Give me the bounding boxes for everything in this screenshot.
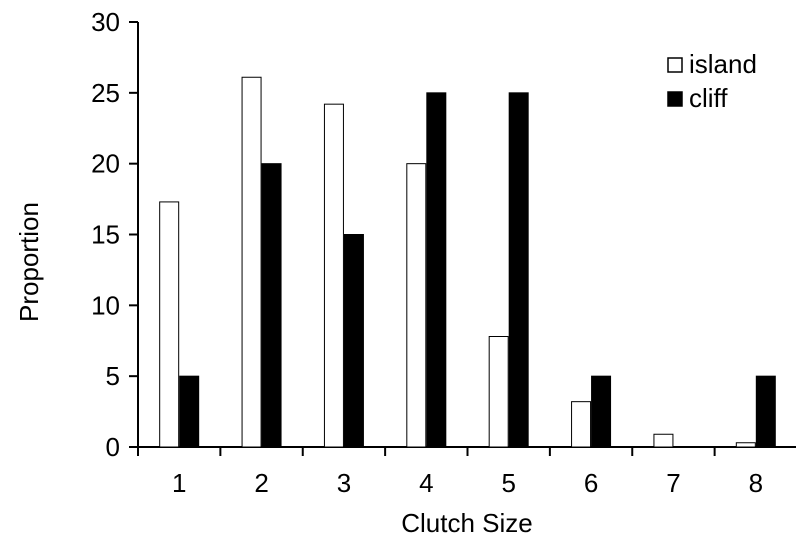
- bar-island-5: [488, 336, 509, 448]
- bar-island-4: [406, 163, 427, 448]
- bar-island-7: [653, 433, 674, 448]
- legend-swatch-cliff: [667, 91, 683, 107]
- bar-island-8: [735, 442, 756, 448]
- bar-cliff-5: [508, 92, 529, 448]
- y-tick-label: 0: [106, 432, 120, 462]
- bars: [159, 76, 776, 448]
- legend-swatch-island: [667, 57, 683, 73]
- bar-cliff-2: [261, 163, 282, 448]
- x-tick-label: 7: [666, 468, 680, 498]
- bar-cliff-4: [426, 92, 447, 448]
- legend-label-cliff: cliff: [689, 83, 728, 113]
- y-tick-label: 20: [91, 149, 120, 179]
- y-tick-label: 10: [91, 290, 120, 320]
- x-tick-label: 1: [172, 468, 186, 498]
- x-tick-label: 6: [584, 468, 598, 498]
- x-tick-label: 8: [749, 468, 763, 498]
- bar-island-6: [571, 401, 592, 448]
- y-tick-label: 25: [91, 78, 120, 108]
- bar-island-3: [323, 103, 344, 448]
- x-axis-title: Clutch Size: [401, 508, 533, 538]
- y-tick-label: 15: [91, 220, 120, 250]
- y-tick-label: 5: [106, 361, 120, 391]
- x-tick-label: 3: [337, 468, 351, 498]
- bar-island-2: [241, 76, 262, 448]
- x-tick-label: 4: [419, 468, 433, 498]
- bar-cliff-3: [343, 234, 364, 448]
- y-axis-title: Proportion: [14, 202, 44, 322]
- y-ticks: 0 5 10 15 20 25 30: [91, 7, 138, 462]
- bar-cliff-1: [179, 375, 200, 448]
- legend-label-island: island: [689, 49, 757, 79]
- y-tick-label: 30: [91, 7, 120, 37]
- x-tick-label: 5: [501, 468, 515, 498]
- bar-cliff-8: [755, 375, 776, 448]
- bar-cliff-6: [591, 375, 612, 448]
- x-tick-label: 2: [254, 468, 268, 498]
- x-ticks: 1 2 3 4 5 6 7 8: [137, 447, 763, 498]
- bar-island-1: [159, 201, 180, 448]
- legend: island cliff: [667, 49, 757, 113]
